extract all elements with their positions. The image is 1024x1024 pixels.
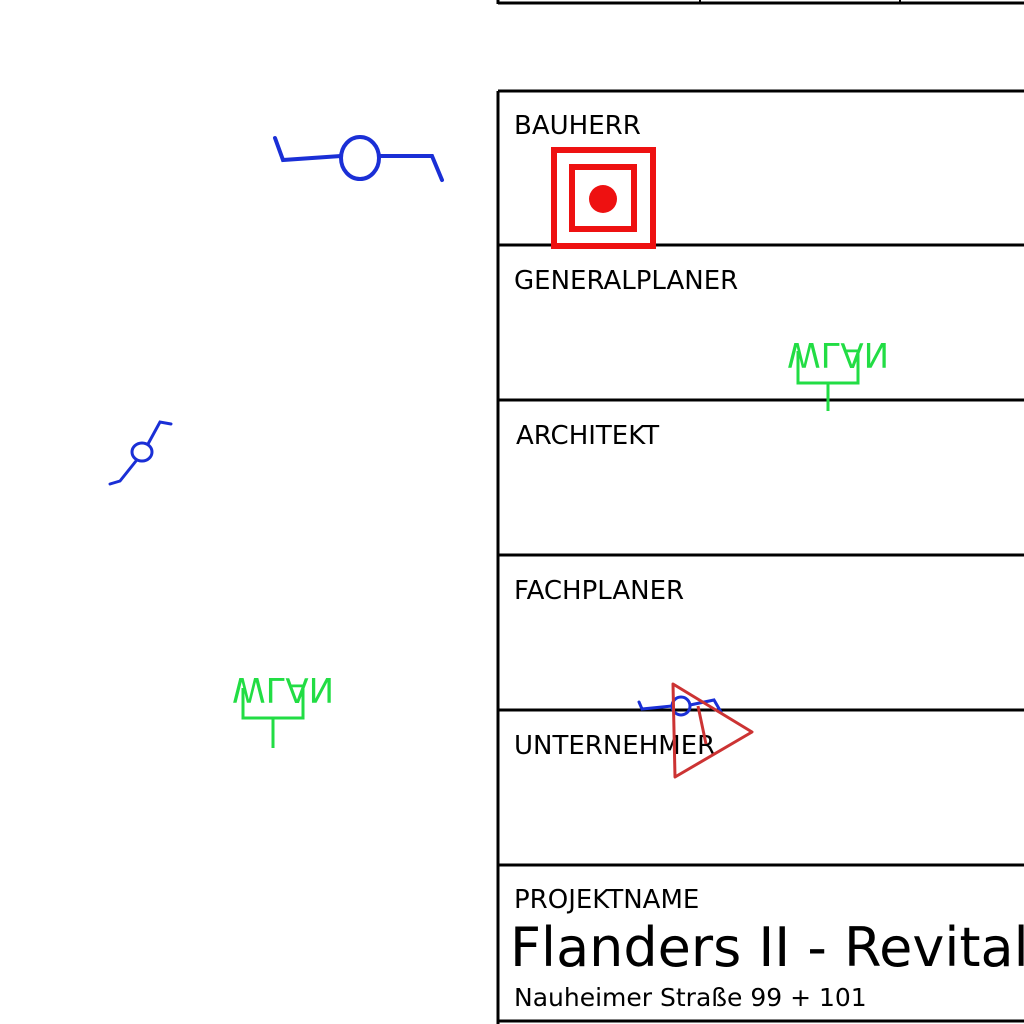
field-label-unternehmer: UNTERNEHMER [514,731,715,761]
fire-alarm-button-icon [551,147,656,249]
wlan-access-point-icon: WLAN [232,669,334,748]
wlan-label: WLAN [787,334,889,374]
field-label-architekt: ARCHITEKT [516,421,659,451]
switch-symbol-icon [273,135,444,182]
wlan-access-point-icon: WLAN [787,334,889,411]
field-label-fachplaner: FACHPLANER [514,576,684,606]
triangle-marker-icon [671,682,754,779]
wlan-label: WLAN [232,669,334,709]
field-label-projektname: PROJEKTNAME [514,885,699,915]
project-address: Nauheimer Straße 99 + 101 [514,983,867,1012]
field-label-generalplaner: GENERALPLANER [514,266,738,296]
switch-symbol-icon [108,420,173,486]
project-title: Flanders II - Revitali [510,916,1024,979]
field-label-bauherr: BAUHERR [514,111,641,141]
top-table-remnant [496,0,1024,5]
